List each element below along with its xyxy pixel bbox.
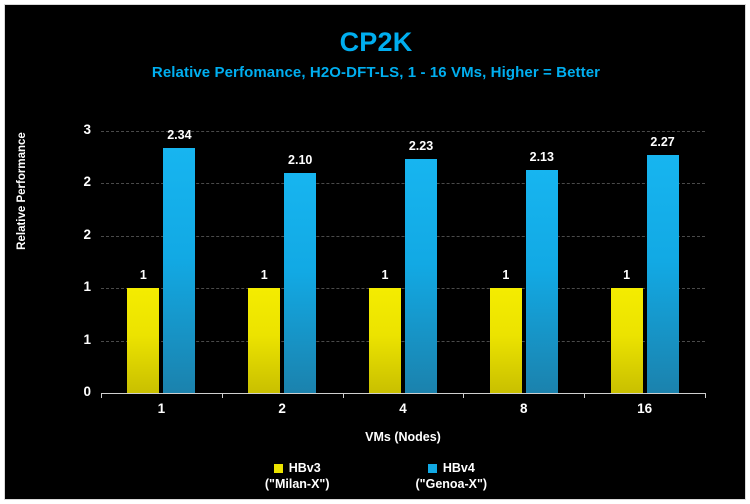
gridline <box>101 340 705 342</box>
bar-hbv4-16 <box>646 155 679 393</box>
bar-value-label: 2.10 <box>288 152 313 167</box>
y-axis-tick-label: 0 <box>83 384 91 399</box>
bar-hbv3-4 <box>369 288 401 393</box>
y-axis-tick-label: 1 <box>83 331 91 347</box>
bar-hbv4-1 <box>163 147 196 393</box>
y-axis-title: Relative Performance <box>16 132 28 250</box>
legend-label: HBv4 <box>442 461 475 475</box>
legend-item-hbv3[interactable]: HBv3 ("Milan-X") <box>265 461 330 491</box>
legend-sublabel: ("Genoa-X") <box>415 477 488 491</box>
bar-value-label: 1 <box>260 268 268 283</box>
bar-value-label: 1 <box>502 268 510 283</box>
bar-value-label: 1 <box>139 268 147 283</box>
x-axis-tick-mark <box>463 393 465 398</box>
gridline <box>101 235 705 237</box>
bar-hbv3-1 <box>127 288 160 393</box>
x-axis-tick-mark <box>584 393 586 398</box>
bar-value-label: 2.13 <box>529 149 554 164</box>
bar-value-label: 2.34 <box>167 127 192 142</box>
gridline <box>101 131 705 132</box>
bar-value-label: 2.23 <box>408 139 434 154</box>
x-axis-tick-mark <box>342 393 344 398</box>
x-axis-tick-mark <box>221 393 223 398</box>
legend-item-hbv4[interactable]: HBv4 ("Genoa-X") <box>416 461 488 491</box>
x-axis-tick-label: 2 <box>278 401 286 416</box>
x-axis-tick-label: 16 <box>637 401 653 416</box>
legend-label: HBv3 <box>288 461 321 475</box>
bar-hbv3-16 <box>610 288 643 393</box>
x-axis-line <box>101 393 705 394</box>
bar-hbv3-2 <box>248 288 281 393</box>
bar-hbv4-8 <box>525 169 558 393</box>
legend-row: HBv4 <box>427 461 475 475</box>
chart-legend: HBv3 ("Milan-X") HBv4 ("Genoa-X") <box>5 461 745 491</box>
chart-title: CP2K <box>339 27 413 57</box>
bar-hbv4-2 <box>284 172 317 393</box>
bar-value-label: 2.27 <box>650 135 675 150</box>
y-axis-tick-label: 2 <box>83 174 91 190</box>
legend-row: HBv3 <box>273 461 321 475</box>
legend-swatch-icon <box>427 463 437 473</box>
x-axis-title: VMs (Nodes) <box>365 430 441 444</box>
bar-hbv3-8 <box>489 288 522 393</box>
plot-area <box>101 131 705 393</box>
legend-swatch-icon <box>273 463 283 473</box>
gridline <box>101 183 705 185</box>
chart-container: CP2K Relative Perfomance, H2O-DFT-LS, 1 … <box>4 4 746 500</box>
y-axis-tick-label: 2 <box>83 226 91 242</box>
x-axis-tick-label: 8 <box>520 401 528 416</box>
legend-sublabel: ("Milan-X") <box>264 477 330 491</box>
bar-hbv4-4 <box>405 159 437 393</box>
y-axis-tick-label: 1 <box>83 279 91 295</box>
x-axis-tick-mark <box>101 393 102 398</box>
gridline <box>101 288 705 290</box>
x-axis-tick-label: 1 <box>157 401 166 416</box>
x-axis-tick-label: 4 <box>399 401 407 416</box>
bar-value-label: 1 <box>381 268 389 283</box>
chart-subtitle: Relative Perfomance, H2O-DFT-LS, 1 - 16 … <box>151 64 601 81</box>
bar-value-label: 1 <box>623 268 631 283</box>
y-axis-tick-label: 3 <box>83 122 91 137</box>
x-axis-tick-mark <box>705 393 706 398</box>
